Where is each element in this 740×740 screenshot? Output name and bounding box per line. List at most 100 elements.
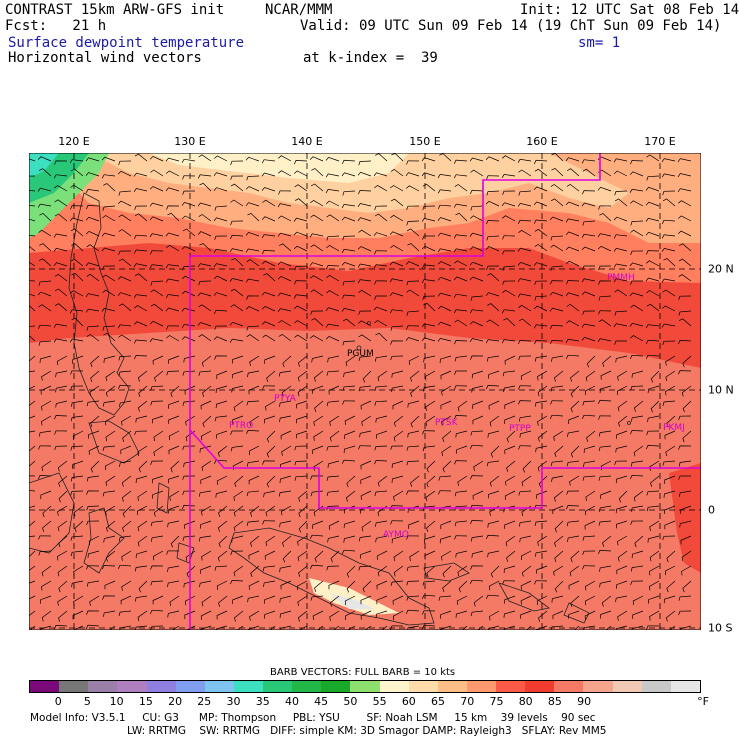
wind-barb [550, 340, 564, 345]
wind-barb [503, 317, 516, 327]
wind-barb [360, 550, 372, 559]
wind-barb [201, 550, 212, 561]
wind-barb [439, 355, 452, 364]
wind-barb [582, 565, 596, 570]
wind-barb [202, 385, 212, 397]
lat-label: 0 [708, 503, 715, 517]
wind-barb [533, 305, 548, 312]
wind-barb [262, 199, 276, 207]
wind-barb [29, 190, 36, 192]
wind-barb [328, 520, 340, 530]
wind-barb [374, 205, 388, 211]
wind-barb [73, 595, 84, 606]
wind-barb [54, 445, 68, 451]
wind-barb [247, 212, 260, 222]
wind-barb [85, 308, 100, 313]
field-name-wind: Horizontal wind vectors [8, 50, 202, 66]
wind-barb [261, 187, 276, 192]
wind-barb [631, 550, 644, 559]
wind-barb [217, 550, 228, 562]
wind-barb [390, 325, 404, 331]
color-bar-tick: 45 [314, 695, 329, 708]
wind-barb [581, 323, 596, 328]
wind-barb [406, 280, 420, 286]
wind-barb [278, 490, 292, 497]
wind-barb [581, 291, 596, 297]
wind-barb [360, 595, 372, 605]
wind-barb [263, 580, 276, 587]
wind-barb [149, 320, 164, 327]
wind-barb [137, 445, 148, 457]
field-name-dewpoint: Surface dewpoint temperature [8, 35, 245, 51]
wind-barb [150, 625, 164, 630]
wind-barb [409, 550, 420, 561]
wind-barb [199, 580, 212, 588]
wind-barb [407, 625, 420, 630]
wind-barb [198, 304, 212, 312]
wind-barb [422, 580, 436, 586]
wind-barb [502, 215, 516, 222]
wind-barb [165, 307, 180, 312]
wind-barb [105, 475, 116, 487]
wind-barb [570, 370, 580, 382]
wind-barb [262, 565, 276, 572]
wind-barb [166, 550, 180, 555]
wind-barb [198, 214, 212, 222]
wind-barb [616, 430, 628, 439]
wind-barb [518, 169, 532, 177]
wind-barb [391, 370, 404, 378]
wind-barb [262, 460, 276, 465]
wind-barb [312, 445, 324, 454]
wind-barb [266, 430, 276, 443]
wind-barb [41, 565, 52, 577]
wind-barb [246, 334, 260, 342]
wind-barb [554, 520, 564, 533]
color-swatch [525, 681, 555, 692]
wind-barb [678, 274, 692, 282]
wind-barb [389, 292, 404, 297]
wind-barb [662, 340, 676, 346]
wind-barb [181, 307, 196, 312]
wind-barb [630, 580, 644, 586]
smoothing-label: sm= 1 [578, 35, 621, 51]
wind-barb [565, 201, 580, 207]
wind-barb [425, 490, 436, 502]
wind-barb [38, 229, 52, 237]
wind-barb [342, 318, 356, 327]
wind-barb [486, 175, 500, 180]
color-swatch [641, 681, 671, 692]
wind-barb [39, 355, 52, 363]
wind-barb [469, 157, 484, 162]
wind-barb [581, 278, 596, 283]
wind-barb [150, 580, 164, 586]
wind-barb [182, 265, 196, 271]
wind-barb [666, 415, 676, 428]
wind-barb [230, 235, 244, 240]
wind-barb [169, 490, 180, 501]
wind-barb [70, 205, 84, 210]
wind-barb [535, 445, 548, 453]
wind-barb [325, 173, 340, 178]
wind-barb [249, 610, 260, 621]
wind-barb [664, 520, 676, 530]
wind-barb [455, 430, 468, 438]
wind-barb [40, 385, 52, 395]
wind-barb [262, 385, 276, 390]
wind-barb [38, 340, 52, 346]
wind-barb [105, 415, 116, 426]
wind-barb [503, 565, 516, 574]
wind-barb [679, 520, 692, 528]
wind-barb [360, 490, 372, 500]
wind-barb [153, 445, 164, 457]
wind-barb [232, 595, 244, 604]
wind-barb [70, 258, 84, 267]
wind-barb [534, 355, 548, 362]
wind-barb [294, 265, 308, 271]
wind-barb [150, 535, 164, 542]
wind-barb [137, 535, 148, 547]
wind-barb [485, 339, 500, 344]
wind-barb [599, 565, 612, 572]
wind-barb [469, 261, 484, 267]
wind-barb [102, 490, 116, 497]
wind-barb [441, 385, 452, 396]
